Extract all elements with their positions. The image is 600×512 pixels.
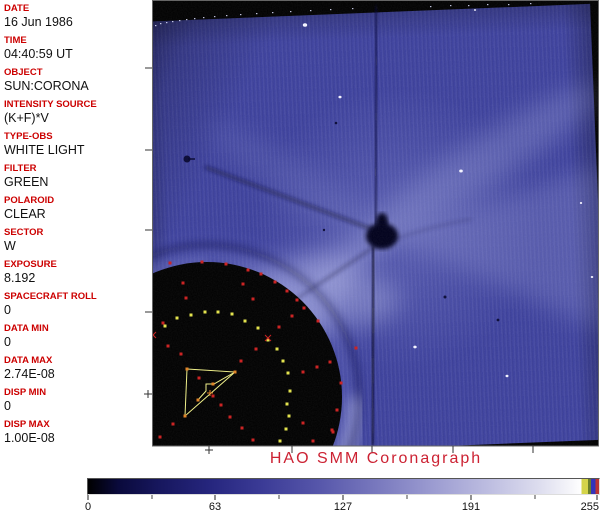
field-value: (K+F)*V [4, 111, 49, 125]
metadata-field: OBJECT SUN:CORONA [4, 67, 150, 94]
metadata-field: SECTOR W [4, 227, 150, 254]
field-value: W [4, 239, 16, 253]
field-label: TYPE-OBS [4, 131, 53, 142]
field-value: 8.192 [4, 271, 36, 285]
metadata-field: DISP MIN 0 [4, 387, 150, 414]
field-label: DATA MIN [4, 323, 49, 334]
field-label: DATA MAX [4, 355, 53, 366]
field-label: OBJECT [4, 67, 43, 78]
colorbar-label: 63 [209, 501, 221, 512]
colorbar-label: 255 [581, 501, 599, 512]
field-value: 16 Jun 1986 [4, 15, 73, 29]
field-label: DATE [4, 3, 30, 14]
metadata-field: SPACECRAFT ROLL 0 [4, 291, 150, 318]
metadata-field: EXPOSURE 8.192 [4, 259, 150, 286]
field-value: SUN:CORONA [4, 79, 89, 93]
field-label: DISP MAX [4, 419, 50, 430]
colorbar-label: 0 [85, 501, 91, 512]
field-value: WHITE LIGHT [4, 143, 85, 157]
colorbar-label: 127 [334, 501, 352, 512]
metadata-sidebar: DATE 16 Jun 1986 TIME 04:40:59 UT OBJECT SUN:… [0, 0, 150, 447]
metadata-field: DATE 16 Jun 1986 [4, 3, 150, 30]
metadata-field: DISP MAX 1.00E-08 [4, 419, 150, 446]
field-label: SPACECRAFT ROLL [4, 291, 97, 302]
metadata-field: POLAROID CLEAR [4, 195, 150, 222]
field-value: 0 [4, 399, 11, 413]
metadata-field: FILTER GREEN [4, 163, 150, 190]
field-label: EXPOSURE [4, 259, 57, 270]
field-label: FILTER [4, 163, 37, 174]
metadata-field: DATA MIN 0 [4, 323, 150, 350]
field-value: 0 [4, 303, 11, 317]
metadata-field: DATA MAX 2.74E-08 [4, 355, 150, 382]
field-value: GREEN [4, 175, 49, 189]
field-value: 0 [4, 335, 11, 349]
field-value: 04:40:59 UT [4, 47, 73, 61]
coronagraph-photo [152, 3, 599, 446]
field-label: SECTOR [4, 227, 44, 238]
image-viewport [152, 1, 599, 446]
field-label: TIME [4, 35, 27, 46]
metadata-field: TYPE-OBS WHITE LIGHT [4, 131, 150, 158]
field-value: CLEAR [4, 207, 46, 221]
colorbar [87, 478, 600, 495]
colorbar-scale: 0 63 127 191 255 [85, 494, 599, 512]
field-value: 2.74E-08 [4, 367, 55, 381]
field-value: 1.00E-08 [4, 431, 55, 445]
image-title: HAO SMM Coronagraph [269, 450, 483, 467]
colorbar-label: 191 [462, 501, 480, 512]
metadata-field: INTENSITY SOURCE (K+F)*V [4, 99, 150, 126]
field-label: DISP MIN [4, 387, 47, 398]
metadata-field: TIME 04:40:59 UT [4, 35, 150, 62]
field-label: POLAROID [4, 195, 55, 206]
field-label: INTENSITY SOURCE [4, 99, 97, 110]
